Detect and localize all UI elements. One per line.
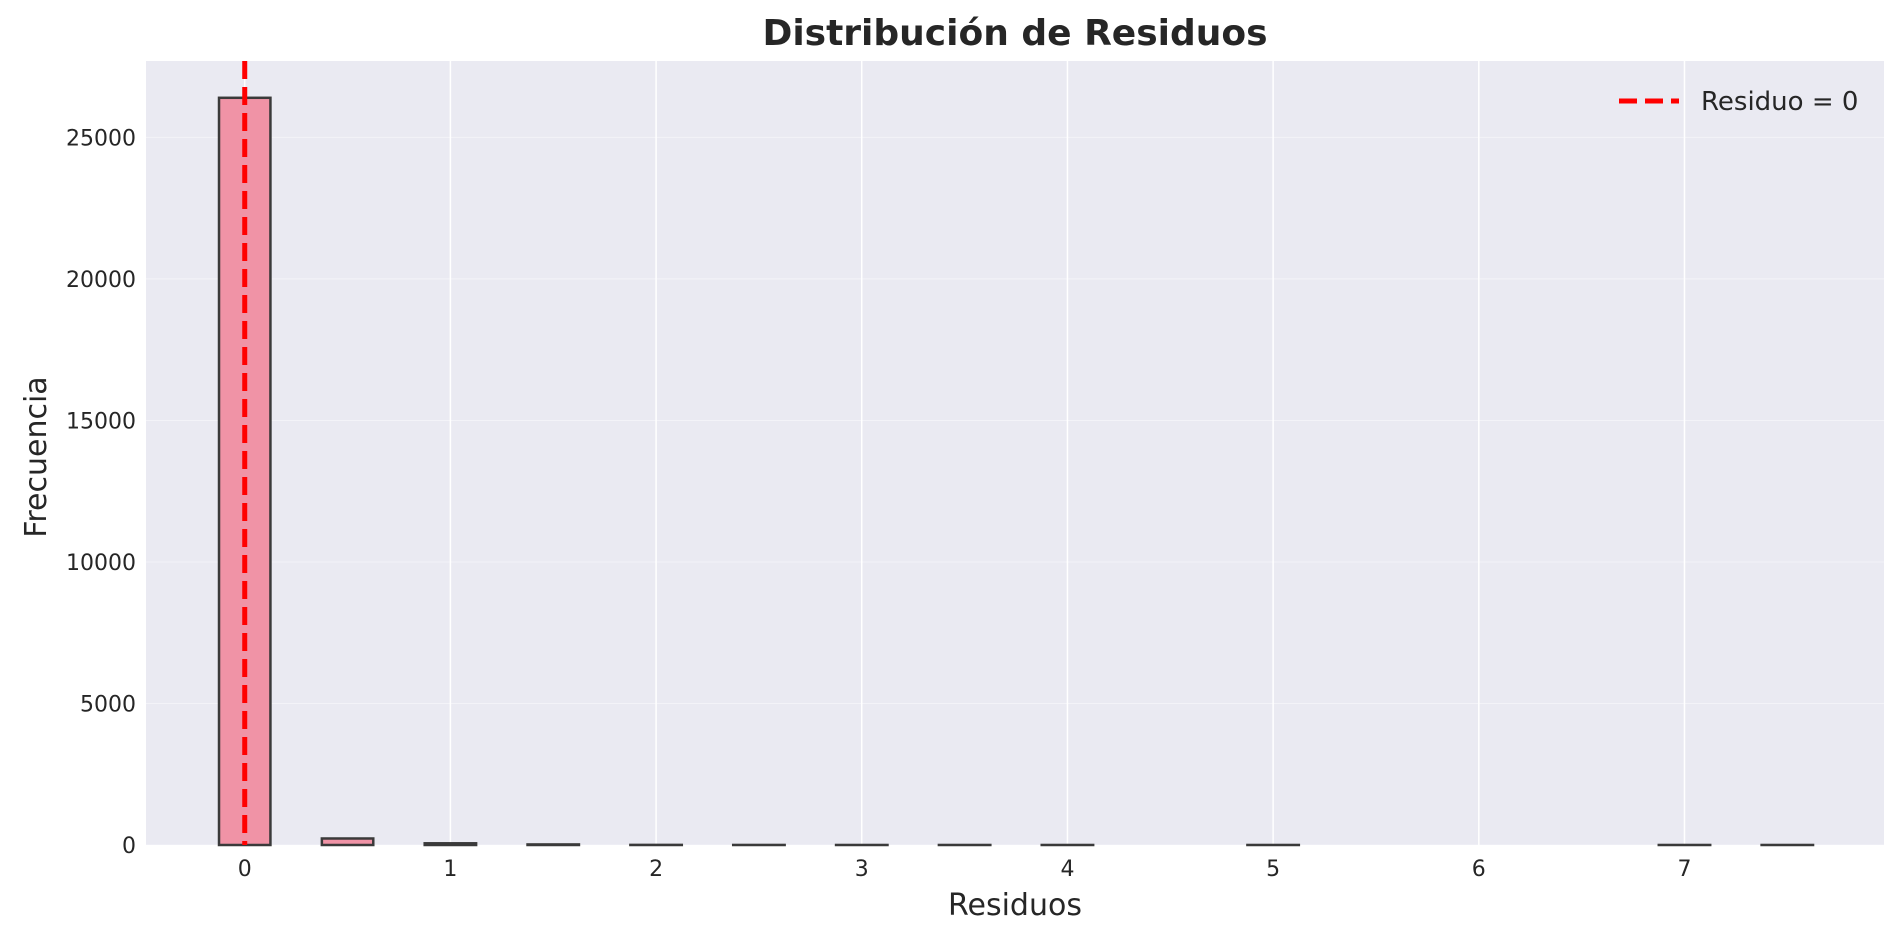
x-tick-label: 2 xyxy=(649,857,663,882)
y-tick-label: 25000 xyxy=(66,126,136,151)
y-tick-label: 5000 xyxy=(80,692,136,717)
x-tick-label: 4 xyxy=(1060,857,1074,882)
histogram-bar xyxy=(217,96,272,847)
plot-background xyxy=(146,61,1884,845)
x-tick-label: 1 xyxy=(443,857,457,882)
y-tick-label: 10000 xyxy=(66,551,136,576)
legend-label: Residuo = 0 xyxy=(1701,87,1858,117)
x-tick-label: 0 xyxy=(238,857,252,882)
grid-lines xyxy=(146,61,1884,846)
histogram-bar xyxy=(423,842,478,847)
y-tick-labels: 0 5000 10000 15000 20000 25000 xyxy=(66,126,136,859)
x-tick-label: 7 xyxy=(1677,857,1691,882)
y-axis-title: Frecuencia xyxy=(19,376,54,537)
x-tick-label: 6 xyxy=(1472,857,1486,882)
legend: Residuo = 0 xyxy=(1619,87,1858,117)
y-tick-label: 20000 xyxy=(66,268,136,293)
x-axis-title: Residuos xyxy=(948,888,1082,923)
histogram-bar xyxy=(526,843,581,847)
y-tick-label: 15000 xyxy=(66,409,136,434)
x-tick-label: 3 xyxy=(855,857,869,882)
histogram-bar xyxy=(320,837,375,847)
x-tick-label: 5 xyxy=(1266,857,1280,882)
chart-title: Distribución de Residuos xyxy=(762,13,1267,54)
y-tick-label: 0 xyxy=(122,834,136,859)
x-tick-labels: 0 1 2 3 4 5 6 7 xyxy=(238,857,1692,882)
